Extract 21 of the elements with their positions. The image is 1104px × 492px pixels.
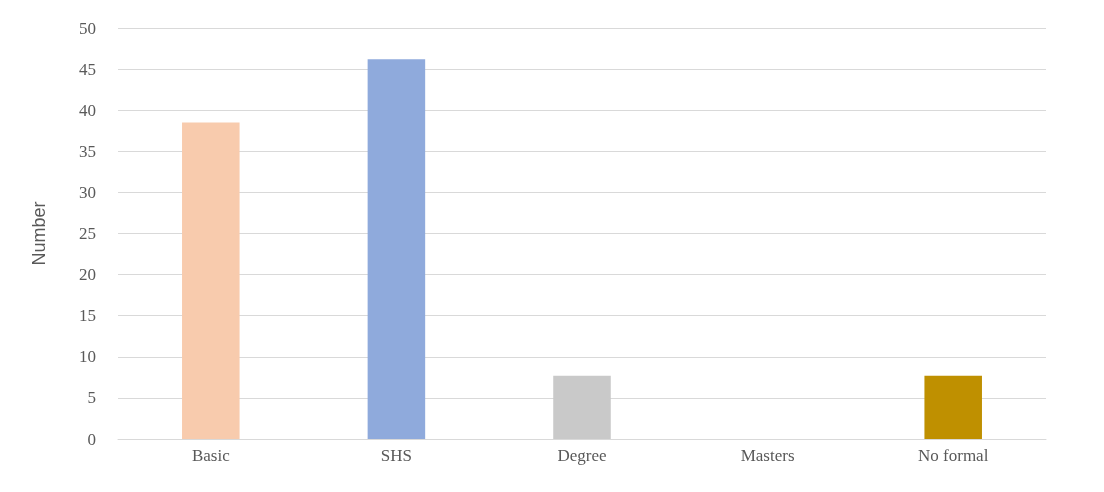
bar: [924, 375, 982, 439]
y-tick-label: 50: [79, 18, 96, 38]
bar: [182, 122, 240, 439]
y-tick-label: 5: [87, 388, 96, 408]
bar: [553, 375, 611, 439]
x-tick-label: No formal: [918, 446, 989, 465]
x-tick-label: Masters: [740, 446, 795, 465]
y-tick-label: 20: [79, 265, 96, 285]
y-tick-label: 25: [79, 224, 96, 243]
bar: [367, 59, 426, 439]
y-tick-label: 40: [79, 100, 96, 120]
y-tick-label: 10: [79, 347, 96, 367]
y-tick-label: 0: [87, 429, 96, 449]
y-axis-title: Number: [29, 201, 49, 266]
x-tick-label: Basic: [191, 446, 231, 465]
x-tick-label: Degree: [557, 446, 607, 465]
y-tick-label: 15: [79, 306, 96, 326]
x-tick-label: SHS: [380, 446, 412, 465]
y-tick-label: 35: [79, 141, 96, 161]
y-tick-label: 30: [79, 182, 96, 202]
y-tick-label: 45: [79, 59, 96, 79]
